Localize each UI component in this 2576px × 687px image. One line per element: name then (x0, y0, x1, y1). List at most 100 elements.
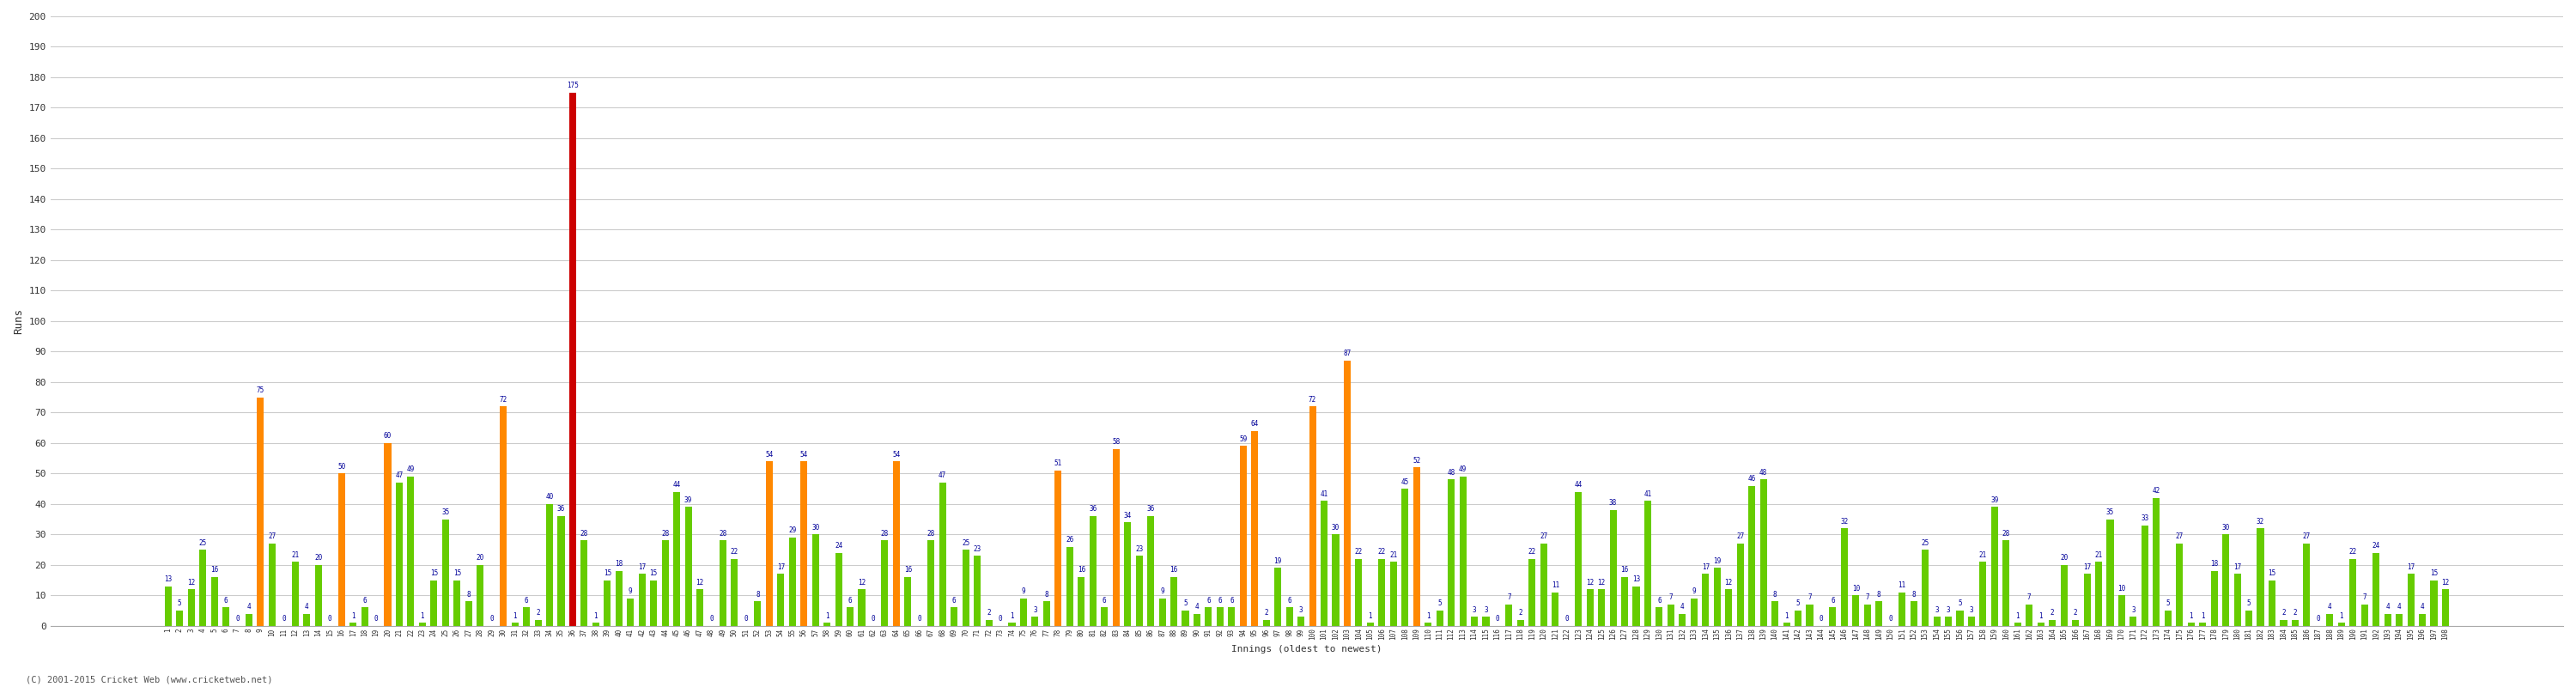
Bar (2280, 620, 2287, 626)
Bar (1182, 611, 1190, 626)
Bar (1772, 602, 1777, 626)
Text: 1: 1 (824, 612, 829, 620)
Text: 50: 50 (337, 462, 345, 471)
Bar (397, 482, 402, 626)
Text: 39: 39 (1991, 496, 1999, 504)
Text: 0: 0 (999, 615, 1002, 623)
Text: 0: 0 (1497, 615, 1499, 623)
Bar (2002, 541, 2009, 626)
Bar (1309, 407, 1316, 626)
Bar (1795, 611, 1801, 626)
Text: 35: 35 (2107, 508, 2115, 516)
Bar (1865, 605, 1870, 626)
Text: 0: 0 (917, 615, 922, 623)
Bar (951, 607, 958, 626)
Text: 46: 46 (1749, 475, 1757, 482)
Text: 1: 1 (2190, 612, 2192, 620)
Text: 8: 8 (755, 591, 760, 598)
Text: 22: 22 (732, 548, 739, 556)
Text: 9: 9 (1159, 587, 1164, 596)
Text: 12: 12 (696, 578, 703, 586)
Text: 6: 6 (1656, 597, 1662, 605)
Text: 21: 21 (1388, 551, 1396, 559)
Bar (1643, 501, 1651, 626)
Text: 13: 13 (165, 576, 173, 583)
Bar (1528, 559, 1535, 626)
Text: 22: 22 (2349, 548, 2357, 556)
Bar (1842, 528, 1847, 626)
Text: 60: 60 (384, 432, 392, 440)
Text: 20: 20 (314, 554, 322, 562)
Bar (1517, 620, 1525, 626)
Text: 15: 15 (603, 570, 611, 577)
Bar (1298, 617, 1303, 626)
Text: 17: 17 (2406, 563, 2414, 571)
Bar (1620, 577, 1628, 626)
Text: 18: 18 (2210, 560, 2218, 568)
Bar (2372, 553, 2380, 626)
X-axis label: Innings (oldest to newest): Innings (oldest to newest) (1231, 645, 1383, 653)
Text: 21: 21 (291, 551, 299, 559)
Text: 6: 6 (363, 597, 366, 605)
Text: 52: 52 (1412, 457, 1419, 464)
Text: 12: 12 (1726, 578, 1734, 586)
Text: 24: 24 (835, 542, 842, 550)
Bar (2303, 543, 2311, 626)
Bar (1935, 617, 1940, 626)
Text: 48: 48 (1759, 469, 1767, 477)
Text: 5: 5 (1958, 600, 1963, 607)
Text: 27: 27 (2303, 533, 2311, 541)
Text: 3: 3 (1971, 606, 1973, 613)
Bar (1633, 586, 1641, 626)
Bar (1690, 598, 1698, 626)
Bar (1206, 607, 1211, 626)
Text: 11: 11 (1899, 582, 1906, 589)
Bar (1574, 492, 1582, 626)
Text: 6: 6 (953, 597, 956, 605)
Text: 2: 2 (2074, 609, 2076, 617)
Bar (927, 541, 935, 626)
Text: 0: 0 (2316, 615, 2321, 623)
Text: 1: 1 (2200, 612, 2205, 620)
Bar (1216, 607, 1224, 626)
Text: 0: 0 (234, 615, 240, 623)
Text: 5: 5 (1795, 600, 1801, 607)
Bar (1955, 611, 1963, 626)
Text: 8: 8 (1878, 591, 1880, 598)
Text: 33: 33 (2141, 515, 2148, 522)
Bar (987, 620, 992, 626)
Bar (1829, 607, 1837, 626)
Text: 8: 8 (1772, 591, 1777, 598)
Text: 2: 2 (2282, 609, 2285, 617)
Bar (188, 589, 196, 626)
Text: 48: 48 (1448, 469, 1455, 477)
Text: 19: 19 (1713, 557, 1721, 565)
Bar (1113, 449, 1121, 626)
Bar (2107, 519, 2115, 626)
Bar (835, 553, 842, 626)
Bar (685, 507, 693, 626)
Text: 0: 0 (744, 615, 747, 623)
Bar (2257, 528, 2264, 626)
Bar (2038, 623, 2045, 626)
Bar (2223, 534, 2228, 626)
Text: 16: 16 (1077, 566, 1084, 574)
Text: 5: 5 (2166, 600, 2169, 607)
Text: 3: 3 (1947, 606, 1950, 613)
Text: 17: 17 (1703, 563, 1710, 571)
Bar (1749, 486, 1754, 626)
Bar (1020, 598, 1028, 626)
Bar (603, 580, 611, 626)
Bar (1425, 623, 1432, 626)
Text: 27: 27 (268, 533, 276, 541)
Text: 4: 4 (304, 603, 309, 611)
Bar (430, 580, 438, 626)
Text: 25: 25 (1922, 539, 1929, 547)
Bar (1481, 617, 1489, 626)
Text: 2: 2 (536, 609, 541, 617)
Bar (940, 482, 945, 626)
Bar (1378, 559, 1386, 626)
Bar (1759, 480, 1767, 626)
Text: 12: 12 (1597, 578, 1605, 586)
Bar (1252, 431, 1257, 626)
